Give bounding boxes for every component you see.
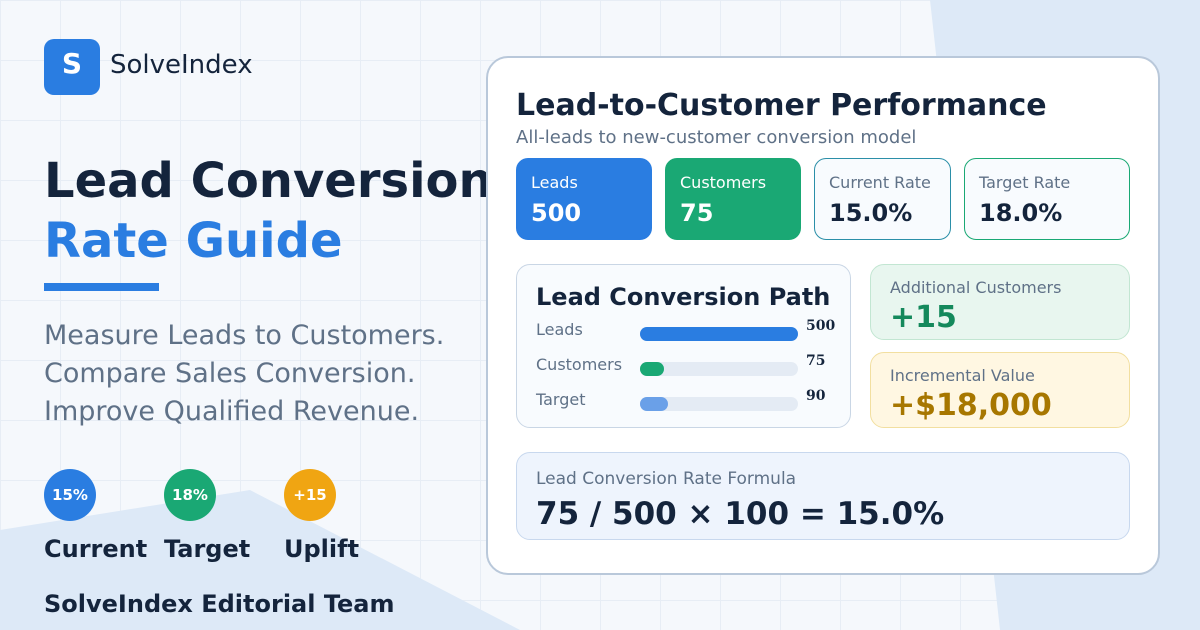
tile-label: Customers (680, 173, 767, 192)
badge-circle: +15 (284, 469, 336, 521)
tile-label: Current Rate (829, 173, 931, 192)
tile-value: 500 (531, 199, 582, 227)
bar-track (640, 397, 798, 411)
badge-label: Target (164, 535, 251, 563)
formula-box (516, 452, 1130, 540)
tile-value: 18.0% (979, 199, 1063, 227)
tile-value: 75 (680, 199, 714, 227)
hero-title: Lead Conversion (44, 153, 493, 209)
tile: Current Rate 15.0% (814, 158, 951, 240)
row-label: Customers (536, 355, 623, 374)
incremental-box (870, 352, 1130, 428)
hero-title: Rate Guide (44, 213, 343, 269)
badge-circle: 18% (164, 469, 216, 521)
incremental-label: Incremental Value (890, 366, 1035, 385)
bar (640, 362, 664, 376)
row-label: Leads (536, 320, 583, 339)
bar-value: 500 (806, 318, 836, 334)
bg-shape (0, 490, 520, 630)
badge-circle: 15% (44, 469, 96, 521)
formula-label: Lead Conversion Rate Formula (536, 469, 797, 489)
card-subtitle: All-leads to new-customer conversion mod… (516, 127, 917, 148)
additional-value: +15 (890, 300, 957, 335)
tile-value: 15.0% (829, 199, 913, 227)
bar-track (640, 362, 798, 376)
tile: Target Rate 18.0% (964, 158, 1130, 240)
path-title: Lead Conversion Path (536, 283, 831, 311)
badge-label: Uplift (284, 535, 360, 563)
author: SolveIndex Editorial Team (44, 590, 395, 618)
formula: 75 / 500 × 100 = 15.0% (536, 496, 945, 532)
brand-name: SolveIndex (110, 50, 253, 80)
subtitle-line: Compare Sales Conversion. (44, 358, 416, 389)
logo: S (44, 39, 100, 95)
bar-value: 75 (806, 353, 826, 369)
additional-box (870, 264, 1130, 340)
tile: Leads 500 (516, 158, 652, 240)
row-label: Target (536, 390, 586, 409)
bar (640, 397, 669, 411)
underline (44, 283, 159, 291)
bar-value: 90 (806, 388, 826, 404)
incremental-value: +$18,000 (890, 388, 1052, 423)
card-title: Lead-to-Customer Performance (516, 88, 1047, 123)
tile-label: Leads (531, 173, 578, 192)
subtitle-line: Improve Qualified Revenue. (44, 396, 420, 427)
additional-label: Additional Customers (890, 278, 1062, 297)
subtitle-line: Measure Leads to Customers. (44, 320, 445, 351)
bar (640, 327, 798, 341)
tile: Customers 75 (665, 158, 801, 240)
tile-label: Target Rate (979, 173, 1071, 192)
badge-label: Current (44, 535, 148, 563)
